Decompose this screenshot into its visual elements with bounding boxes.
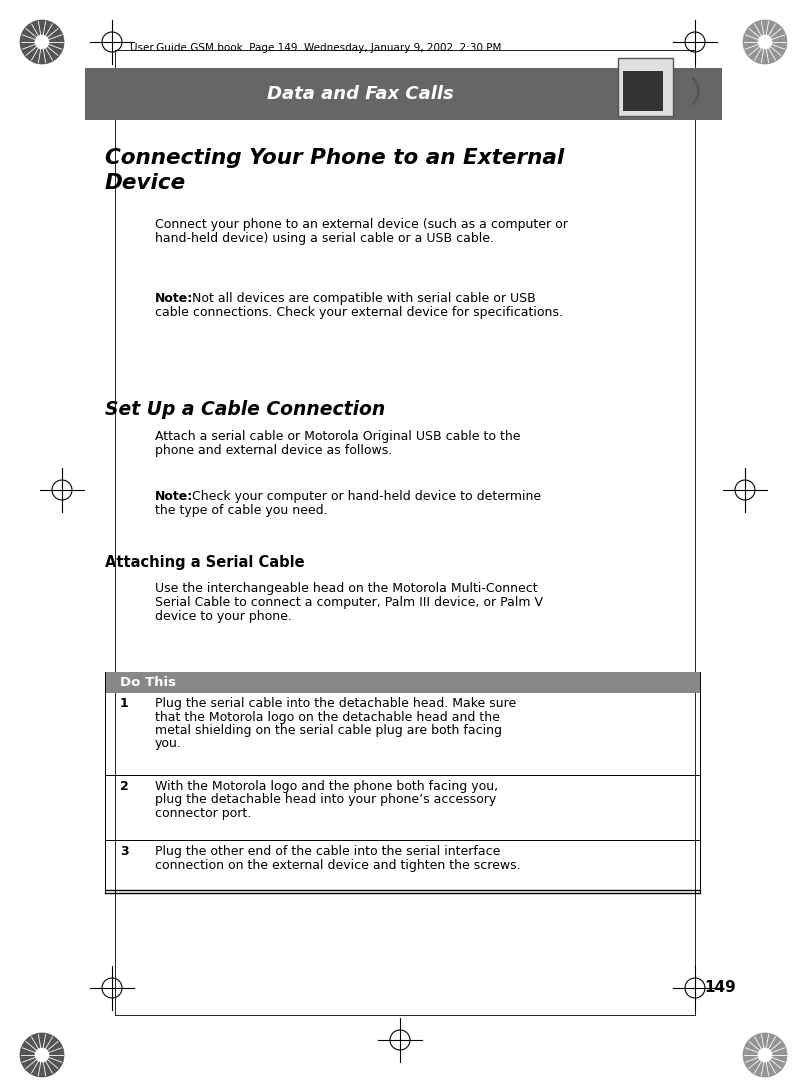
Text: you.: you. [155, 738, 182, 751]
Text: Attaching a Serial Cable: Attaching a Serial Cable [105, 555, 304, 570]
Text: Note:: Note: [155, 490, 193, 503]
Circle shape [759, 1049, 771, 1062]
Text: cable connections. Check your external device for specifications.: cable connections. Check your external d… [155, 306, 562, 319]
Text: Device: Device [105, 173, 186, 194]
Text: Set Up a Cable Connection: Set Up a Cable Connection [105, 400, 385, 419]
Circle shape [20, 1033, 64, 1077]
Bar [105, 672, 700, 693]
Text: connector port.: connector port. [155, 807, 251, 820]
Text: connection on the external device and tighten the screws.: connection on the external device and ti… [155, 858, 521, 871]
Text: Do This: Do This [120, 676, 176, 689]
Text: Note:: Note: [155, 292, 193, 305]
Text: hand-held device) using a serial cable or a USB cable.: hand-held device) using a serial cable o… [155, 232, 494, 245]
Text: metal shielding on the serial cable plug are both facing: metal shielding on the serial cable plug… [155, 724, 502, 737]
Text: Connecting Your Phone to an External: Connecting Your Phone to an External [105, 148, 564, 168]
Text: Serial Cable to connect a computer, Palm III device, or Palm V: Serial Cable to connect a computer, Palm… [155, 596, 543, 609]
Text: device to your phone.: device to your phone. [155, 610, 292, 623]
Text: Plug the other end of the cable into the serial interface: Plug the other end of the cable into the… [155, 845, 500, 858]
Text: Connect your phone to an external device (such as a computer or: Connect your phone to an external device… [155, 218, 568, 231]
Circle shape [36, 1049, 48, 1062]
Text: Check your computer or hand-held device to determine: Check your computer or hand-held device … [188, 490, 541, 503]
Text: the type of cable you need.: the type of cable you need. [155, 504, 328, 517]
Text: plug the detachable head into your phone’s accessory: plug the detachable head into your phone… [155, 793, 496, 806]
Text: 149: 149 [705, 980, 736, 996]
Text: that the Motorola logo on the detachable head and the: that the Motorola logo on the detachable… [155, 710, 500, 724]
Bar [618, 58, 673, 116]
Text: Data and Fax Calls: Data and Fax Calls [266, 85, 454, 103]
Circle shape [759, 36, 771, 49]
Text: Plug the serial cable into the detachable head. Make sure: Plug the serial cable into the detachabl… [155, 697, 516, 710]
Text: 1: 1 [120, 697, 129, 710]
Text: Not all devices are compatible with serial cable or USB: Not all devices are compatible with seri… [188, 292, 536, 305]
Text: With the Motorola logo and the phone both facing you,: With the Motorola logo and the phone bot… [155, 780, 498, 793]
Text: Attach a serial cable or Motorola Original USB cable to the: Attach a serial cable or Motorola Origin… [155, 430, 521, 443]
Text: phone and external device as follows.: phone and external device as follows. [155, 444, 392, 457]
Circle shape [20, 20, 64, 64]
Text: Use the interchangeable head on the Motorola Multi-Connect: Use the interchangeable head on the Moto… [155, 582, 537, 595]
Text: User.Guide.GSM.book  Page 149  Wednesday, January 9, 2002  2:30 PM: User.Guide.GSM.book Page 149 Wednesday, … [130, 44, 501, 53]
Circle shape [36, 36, 48, 49]
Text: 2: 2 [120, 780, 129, 793]
Circle shape [743, 20, 787, 64]
Text: 3: 3 [120, 845, 128, 858]
Circle shape [743, 1033, 787, 1077]
Bar [85, 67, 722, 120]
Bar [623, 71, 663, 111]
